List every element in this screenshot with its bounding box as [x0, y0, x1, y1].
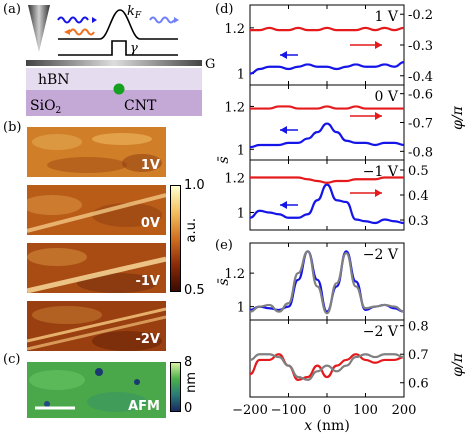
- gate-electrode: [26, 60, 202, 66]
- right-tick-label: 0.4: [408, 189, 429, 204]
- right-tick-label: -0.7: [408, 117, 433, 132]
- gate-label: G: [205, 57, 215, 72]
- panel-letter-e: (e): [215, 238, 233, 253]
- colorbar-c: [170, 362, 181, 412]
- y-axis-label-left-d: s̄: [216, 156, 232, 164]
- series-line-1-0: [249, 122, 405, 149]
- cnt-label: CNT: [124, 98, 157, 114]
- panel-annotation: 1 V: [375, 9, 399, 25]
- kf-label: kF: [127, 4, 142, 21]
- wave-blue-right: [149, 16, 175, 24]
- hbn-layer: [26, 68, 202, 90]
- panel-annotation: 0 V: [375, 89, 399, 105]
- wave-orange: [69, 28, 95, 36]
- cnt-dot: [113, 83, 125, 95]
- left-tick-label: 1.2: [224, 100, 245, 115]
- left-tick-label: 1: [237, 207, 245, 222]
- nearfield-image-minus2v: -2V: [27, 301, 166, 351]
- right-tick-label: -0.3: [408, 39, 433, 54]
- hbn-label: hBN: [38, 72, 70, 88]
- arrow-head: [375, 189, 382, 197]
- x-axis-label: x (nm): [304, 418, 350, 433]
- sio2-layer: [26, 90, 202, 116]
- series-line-2-0: [249, 183, 405, 225]
- panel-letter-a: (a): [3, 2, 21, 17]
- x-tick-label: 200: [392, 403, 417, 418]
- left-tick-label: 1.2: [224, 172, 245, 187]
- step-profile: [58, 40, 178, 56]
- x-tick-label: −100: [271, 403, 307, 418]
- colorbar-b-max: 1.0: [184, 178, 205, 193]
- arrow-head: [375, 112, 382, 120]
- panel-letter-b: (b): [3, 120, 22, 135]
- right-tick-label: 0.8: [408, 320, 429, 335]
- right-tick-label: -0.4: [408, 70, 433, 85]
- colorbar-b: [170, 185, 181, 292]
- series-line-4-0: [249, 353, 405, 381]
- left-tick-label: 1: [237, 143, 245, 158]
- y-axis-label-right-d: φ/π: [450, 105, 466, 130]
- left-tick-label: 1: [237, 68, 245, 83]
- panel-annotation: −2 V: [363, 324, 399, 340]
- series-line-1-1: [249, 105, 404, 110]
- series-line-2-1: [250, 176, 404, 184]
- colorbar-b-min: 0.5: [184, 283, 205, 298]
- series-line-3-1: [249, 250, 405, 315]
- series-line-0-0: [249, 61, 405, 75]
- y-axis-label-left-e: s̄: [216, 278, 232, 286]
- image-label-0v: 0V: [140, 216, 160, 231]
- x-tick-label: −200: [232, 403, 268, 418]
- panel-letter-c: (c): [3, 352, 21, 367]
- nearfield-image-0v: 0V: [27, 185, 166, 235]
- arrow-head: [280, 201, 287, 209]
- arrow-head: [280, 126, 287, 134]
- right-tick-label: -0.2: [408, 8, 433, 23]
- nearfield-image-1v: 1V: [27, 127, 166, 177]
- nearfield-image-minus1v: -1V: [27, 243, 166, 293]
- right-tick-label: 0.3: [408, 214, 429, 229]
- image-label-minus2v: -2V: [135, 332, 160, 347]
- afm-tip: [28, 5, 50, 52]
- x-tick-label: 0: [323, 403, 331, 418]
- right-tick-label: 0.6: [408, 377, 429, 392]
- image-label-afm: AFM: [128, 399, 160, 414]
- right-tick-label: -0.8: [408, 145, 433, 160]
- schematic-diagram: kF γ G hBN SiO2 CNT: [26, 4, 215, 116]
- right-tick-label: 0.7: [408, 348, 429, 363]
- arrow-head: [375, 41, 382, 49]
- panel-annotation: −2 V: [363, 247, 399, 263]
- colorbar-c-min: 0: [184, 401, 193, 416]
- colorbar-c-max: 8: [184, 355, 193, 370]
- left-tick-label: 1.2: [224, 22, 245, 37]
- gaussian-profile: [58, 9, 178, 40]
- series-line-4-1: [249, 353, 405, 381]
- image-label-1v: 1V: [140, 158, 160, 173]
- left-tick-label: 1.2: [224, 267, 245, 282]
- wave-blue-left: [57, 16, 89, 24]
- image-label-minus1v: -1V: [135, 274, 160, 289]
- x-tick-label: 100: [353, 403, 378, 418]
- right-tick-label: 0.5: [408, 164, 429, 179]
- right-tick-label: -0.6: [408, 88, 433, 103]
- afm-image: AFM: [27, 362, 166, 418]
- left-tick-label: 1: [237, 301, 245, 316]
- arrow-head: [280, 51, 287, 59]
- panel-letter-d: (d): [215, 2, 234, 17]
- sio2-label: SiO2: [30, 98, 61, 116]
- series-line-0-1: [250, 26, 405, 32]
- panel-annotation: −1 V: [363, 164, 399, 180]
- y-axis-label-right-e: φ/π: [450, 352, 466, 377]
- gamma-label: γ: [130, 41, 138, 56]
